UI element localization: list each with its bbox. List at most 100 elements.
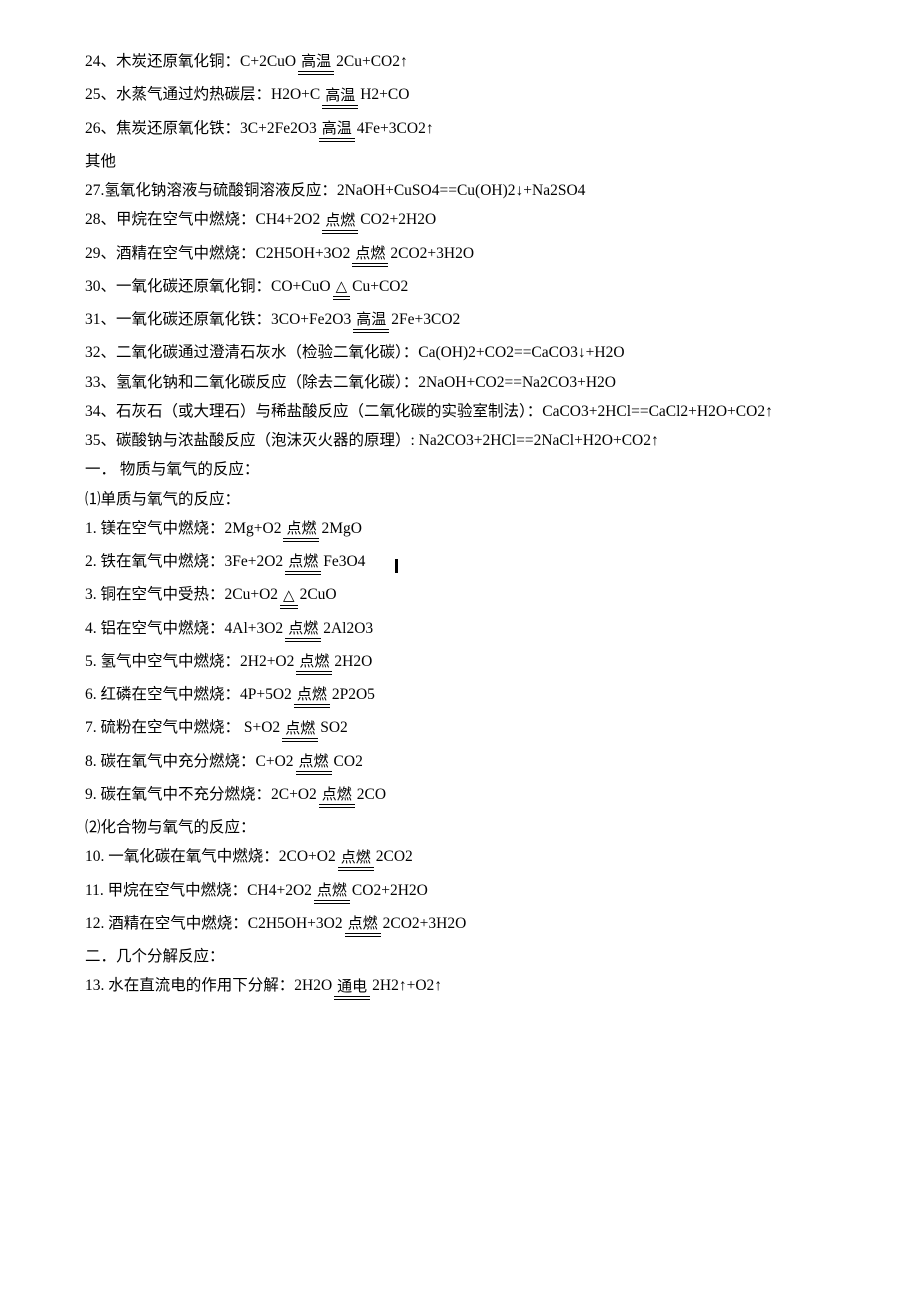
reaction-condition: 点燃 <box>294 688 330 708</box>
reaction-right: CO2 <box>334 750 363 773</box>
reaction-left: 28、甲烷在空气中燃烧：CH4+2O2 <box>85 208 320 231</box>
condition-bar <box>296 674 332 675</box>
reaction-right: 2CO2 <box>376 845 413 868</box>
condition-label: 点燃 <box>285 555 321 572</box>
condition-bar <box>280 608 298 609</box>
reaction-right: 2MgO <box>321 517 361 540</box>
reaction-left: 8. 碳在氧气中充分燃烧：C+O2 <box>85 750 294 773</box>
reaction-condition: 高温 <box>298 55 334 75</box>
reaction-right: 4Fe+3CO2↑ <box>357 117 434 140</box>
reaction-condition: 点燃 <box>285 555 321 575</box>
reaction-right: H2+CO <box>360 83 409 106</box>
condition-bar <box>322 233 358 234</box>
text-line: 二．几个分解反应： <box>85 945 840 968</box>
reaction-condition: 高温 <box>322 89 358 109</box>
reaction-left: 9. 碳在氧气中不充分燃烧：2C+O2 <box>85 783 317 806</box>
condition-bar <box>282 741 318 742</box>
reaction-right: 2P2O5 <box>332 683 375 706</box>
condition-label: △ <box>333 280 351 297</box>
condition-bar <box>285 641 321 642</box>
reaction-left: 24、木炭还原氧化铜：C+2CuO <box>85 50 296 73</box>
reaction-line: 28、甲烷在空气中燃烧：CH4+2O2 点燃 CO2+2H2O <box>85 208 840 231</box>
text-line: 34、石灰石（或大理石）与稀盐酸反应（二氧化碳的实验室制法）：CaCO3+2HC… <box>85 400 840 423</box>
reaction-condition: 点燃 <box>296 655 332 675</box>
reaction-left: 26、焦炭还原氧化铁：3C+2Fe2O3 <box>85 117 317 140</box>
reaction-left: 29、酒精在空气中燃烧：C2H5OH+3O2 <box>85 242 350 265</box>
condition-label: 点燃 <box>282 722 318 739</box>
condition-label: 点燃 <box>345 917 381 934</box>
reaction-condition: 高温 <box>319 122 355 142</box>
reaction-right: CO2+2H2O <box>360 208 436 231</box>
condition-label: 点燃 <box>322 214 358 231</box>
reaction-left: 2. 铁在氧气中燃烧：3Fe+2O2 <box>85 550 283 573</box>
reaction-line: 10. 一氧化碳在氧气中燃烧：2CO+O2 点燃 2CO2 <box>85 845 840 868</box>
condition-bar <box>338 870 374 871</box>
condition-bar <box>319 807 355 808</box>
reaction-line: 29、酒精在空气中燃烧：C2H5OH+3O2 点燃 2CO2+3H2O <box>85 242 840 265</box>
condition-bar <box>296 774 332 775</box>
reaction-right: 2CO2+3H2O <box>383 912 467 935</box>
reaction-condition: 点燃 <box>283 522 319 542</box>
condition-bar <box>322 108 358 109</box>
condition-label: 点燃 <box>285 622 321 639</box>
condition-label: 高温 <box>319 122 355 139</box>
reaction-condition: 点燃 <box>319 788 355 808</box>
reaction-left: 1. 镁在空气中燃烧：2Mg+O2 <box>85 517 281 540</box>
condition-bar <box>352 266 388 267</box>
reaction-condition: 点燃 <box>285 622 321 642</box>
text-line: 其他 <box>85 150 840 173</box>
document-page: 24、木炭还原氧化铜：C+2CuO 高温 2Cu+CO2↑ 25、水蒸气通过灼热碳… <box>0 0 920 1058</box>
reaction-condition: 点燃 <box>352 247 388 267</box>
text-line: 32、二氧化碳通过澄清石灰水（检验二氧化碳）：Ca(OH)2+CO2==CaCO… <box>85 341 840 364</box>
reaction-left: 6. 红磷在空气中燃烧：4P+5O2 <box>85 683 292 706</box>
reaction-left: 10. 一氧化碳在氧气中燃烧：2CO+O2 <box>85 845 336 868</box>
text-line: 27.氢氧化钠溶液与硫酸铜溶液反应：2NaOH+CuSO4==Cu(OH)2↓+… <box>85 179 840 202</box>
condition-bar <box>345 936 381 937</box>
reaction-right: SO2 <box>320 716 348 739</box>
reaction-line: 13. 水在直流电的作用下分解：2H2O 通电 2H2↑+O2↑ <box>85 974 840 997</box>
reaction-right: 2Cu+CO2↑ <box>336 50 408 73</box>
condition-bar <box>333 299 351 300</box>
reaction-condition: 点燃 <box>338 851 374 871</box>
reaction-right: CO2+2H2O <box>352 879 428 902</box>
condition-label: 点燃 <box>352 247 388 264</box>
condition-bar <box>353 332 389 333</box>
reaction-condition: 通电 <box>334 980 370 1000</box>
reaction-left: 7. 硫粉在空气中燃烧： S+O2 <box>85 716 280 739</box>
reaction-right: 2Fe+3CO2 <box>391 308 460 331</box>
condition-label: 高温 <box>353 313 389 330</box>
condition-bar <box>298 74 334 75</box>
condition-bar <box>334 999 370 1000</box>
condition-bar <box>294 707 330 708</box>
condition-label: 点燃 <box>296 655 332 672</box>
reaction-line: 3. 铜在空气中受热：2Cu+O2 △ 2CuO <box>85 583 840 606</box>
reaction-line: 1. 镁在空气中燃烧：2Mg+O2 点燃 2MgO <box>85 517 840 540</box>
condition-bar <box>283 541 319 542</box>
reaction-left: 5. 氢气中空气中燃烧：2H2+O2 <box>85 650 294 673</box>
text-line: 33、氢氧化钠和二氧化碳反应（除去二氧化碳）：2NaOH+CO2==Na2CO3… <box>85 371 840 394</box>
reaction-condition: 点燃 <box>282 722 318 742</box>
reaction-right: 2H2O <box>334 650 372 673</box>
condition-label: 点燃 <box>338 851 374 868</box>
reaction-line: 2. 铁在氧气中燃烧：3Fe+2O2 点燃 Fe3O4 <box>85 550 840 573</box>
text-cursor <box>395 559 398 573</box>
reaction-line: 30、一氧化碳还原氧化铜：CO+CuO △ Cu+CO2 <box>85 275 840 298</box>
text-line: ⑴单质与氧气的反应： <box>85 488 840 511</box>
reaction-left: 11. 甲烷在空气中燃烧：CH4+2O2 <box>85 879 312 902</box>
reaction-line: 6. 红磷在空气中燃烧：4P+5O2 点燃 2P2O5 <box>85 683 840 706</box>
reaction-line: 4. 铝在空气中燃烧：4Al+3O2 点燃 2Al2O3 <box>85 617 840 640</box>
condition-label: 点燃 <box>319 788 355 805</box>
reaction-condition: 点燃 <box>345 917 381 937</box>
condition-label: 高温 <box>298 55 334 72</box>
reaction-line: 5. 氢气中空气中燃烧：2H2+O2 点燃 2H2O <box>85 650 840 673</box>
text-line: 35、碳酸钠与浓盐酸反应（泡沫灭火器的原理）: Na2CO3+2HCl==2Na… <box>85 429 840 452</box>
condition-label: 点燃 <box>294 688 330 705</box>
reaction-right: 2CuO <box>300 583 337 606</box>
reaction-line: 8. 碳在氧气中充分燃烧：C+O2 点燃 CO2 <box>85 750 840 773</box>
reaction-line: 31、一氧化碳还原氧化铁：3CO+Fe2O3 高温 2Fe+3CO2 <box>85 308 840 331</box>
reaction-left: 25、水蒸气通过灼热碳层：H2O+C <box>85 83 320 106</box>
condition-bar <box>285 574 321 575</box>
reaction-right: Cu+CO2 <box>352 275 408 298</box>
reaction-line: 12. 酒精在空气中燃烧：C2H5OH+3O2 点燃 2CO2+3H2O <box>85 912 840 935</box>
reaction-left: 3. 铜在空气中受热：2Cu+O2 <box>85 583 278 606</box>
